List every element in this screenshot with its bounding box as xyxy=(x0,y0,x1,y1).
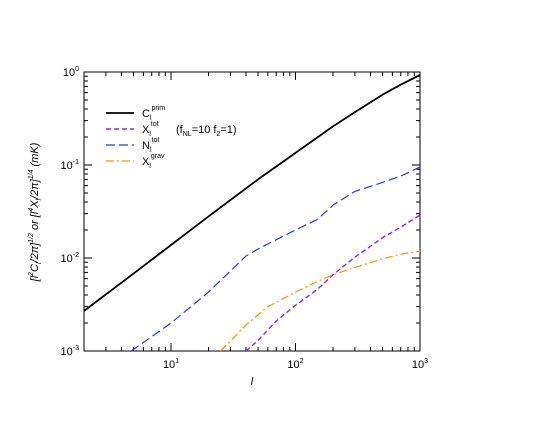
y-tick-label: 100 xyxy=(63,66,79,79)
legend-entry-c-prim: Clprim xyxy=(106,105,165,122)
y-tick-label: 10-3 xyxy=(61,345,80,358)
x-tick-label: 103 xyxy=(412,358,428,371)
legend-label: Clprim xyxy=(142,105,165,122)
y-axis-label: [l2Cl/2π]1/2 or [l4Xl/2π]1/4 (mK) xyxy=(28,142,43,282)
y-label-part: /2π] xyxy=(29,242,41,264)
y-label-sup: 1/2 xyxy=(28,233,35,243)
legend-entry-x-grav: Xlgrav xyxy=(106,153,165,170)
y-label-part: [l xyxy=(29,275,41,282)
y-label-sup: 1/4 xyxy=(28,169,35,179)
x-tick-label: 101 xyxy=(163,358,179,371)
y-label-sup: 4 xyxy=(28,208,35,212)
legend-label: Xltot xyxy=(142,121,159,138)
y-label-part: /2π] xyxy=(29,178,41,200)
series-line-0 xyxy=(84,74,420,312)
y-label-sub: l xyxy=(36,198,43,200)
y-tick-label: 10-2 xyxy=(61,252,80,265)
legend-label: Nltot xyxy=(142,137,159,154)
legend-entry-x-tot: Xltot (fNL=10 f2=1) xyxy=(106,121,237,138)
legend-entry-n-tot: Nltot xyxy=(106,137,159,154)
legend: Clprim Xltot (fNL=10 f2=1) Nltot Xlgrav xyxy=(106,105,237,170)
y-label-part: C xyxy=(29,264,41,272)
y-label-sup: 2 xyxy=(28,272,35,277)
y-label-part: (mK) xyxy=(29,142,41,169)
series-line-2 xyxy=(130,166,420,351)
legend-annotation: (fNL=10 f2=1) xyxy=(176,124,237,138)
minor-ticks xyxy=(84,72,420,351)
tick-labels: 101 102 103 10-3 10-2 10-1 100 xyxy=(61,66,429,371)
plot-frame xyxy=(83,71,421,352)
x-tick-label: 102 xyxy=(287,358,303,371)
y-label-sub: l xyxy=(36,262,43,264)
series-layer xyxy=(84,74,420,351)
major-ticks xyxy=(84,71,421,352)
y-label-part: or [l xyxy=(29,211,41,233)
y-label-part: X xyxy=(29,200,41,209)
series-line-1 xyxy=(245,214,420,351)
y-tick-label: 10-1 xyxy=(61,159,80,172)
legend-label: Xlgrav xyxy=(142,153,165,170)
x-axis-label: l xyxy=(251,376,254,388)
series-line-3 xyxy=(220,250,420,351)
